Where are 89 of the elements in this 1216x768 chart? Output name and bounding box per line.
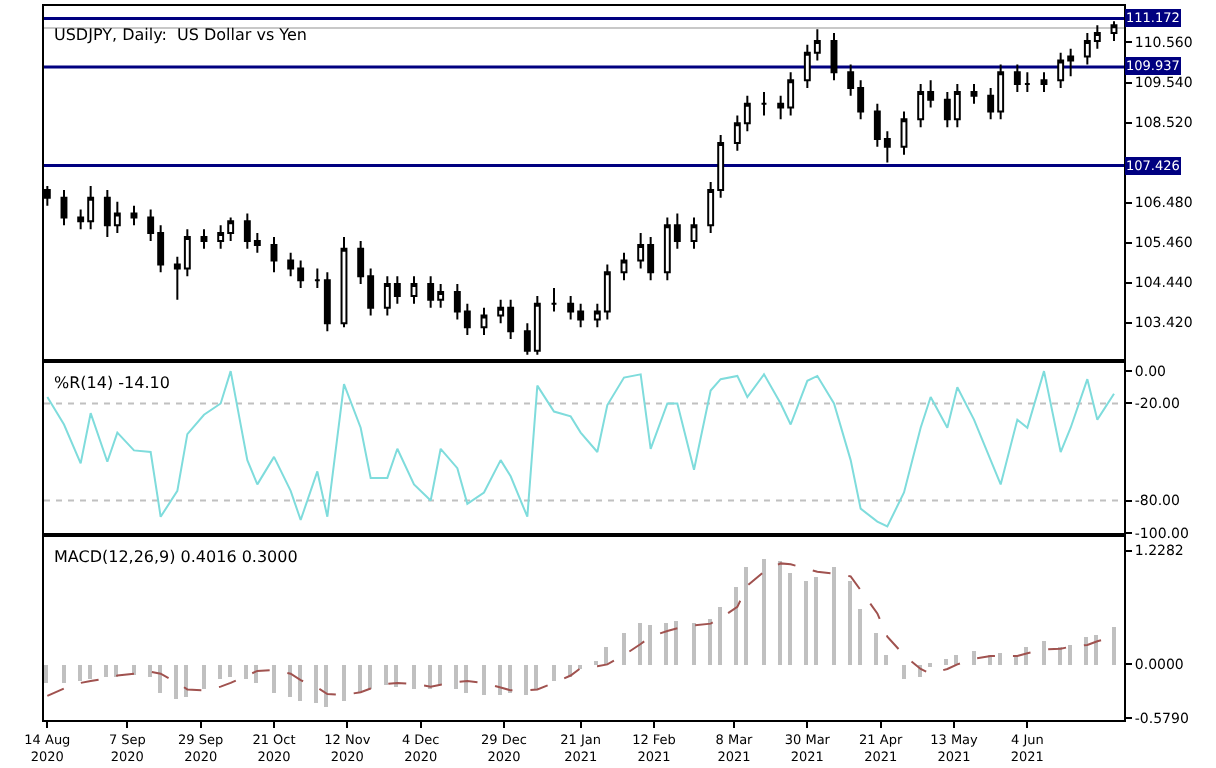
bar — [534, 664, 538, 689]
bar — [228, 664, 232, 677]
bar — [384, 664, 388, 685]
candlestick — [1023, 71, 1031, 93]
bar — [744, 566, 748, 665]
candlestick — [410, 275, 418, 305]
bar — [78, 664, 82, 681]
annotation: MACD(12,26,9) 0.4016 0.3000 — [54, 548, 298, 566]
bar — [1084, 636, 1088, 665]
candlestick — [323, 271, 331, 333]
bar — [622, 632, 626, 665]
bar — [832, 566, 836, 665]
bar — [778, 560, 782, 665]
bar — [184, 664, 188, 697]
bar — [552, 664, 556, 681]
bar — [954, 654, 958, 665]
candlestick — [313, 267, 321, 290]
bar — [814, 576, 818, 665]
candlestick — [130, 204, 138, 227]
bar — [272, 664, 276, 693]
bar — [464, 664, 468, 693]
bar — [998, 652, 1002, 665]
line-series — [46, 370, 1115, 528]
bar — [524, 664, 528, 695]
candlestick — [690, 216, 698, 250]
bar — [692, 622, 696, 665]
bar — [788, 572, 792, 665]
bar — [604, 646, 608, 665]
bar — [62, 664, 66, 683]
bar — [88, 664, 92, 679]
bar — [648, 624, 652, 665]
candlestick — [550, 287, 558, 313]
candlestick — [1013, 63, 1021, 93]
bar — [314, 664, 318, 703]
bar — [498, 664, 502, 695]
bar — [454, 664, 458, 689]
bar — [428, 664, 432, 689]
candlestick — [200, 228, 208, 250]
bar — [218, 664, 222, 679]
bar — [482, 664, 486, 695]
bar — [718, 606, 722, 665]
bar — [288, 664, 292, 697]
annotation: %R(14) -14.10 — [54, 374, 170, 392]
bar — [158, 664, 162, 693]
bar — [324, 664, 328, 707]
bar — [412, 664, 416, 689]
bar — [132, 664, 136, 675]
bar — [1068, 644, 1072, 665]
bar — [884, 654, 888, 665]
bar — [438, 664, 442, 685]
bar — [674, 620, 678, 665]
candlestick — [620, 251, 628, 282]
candlestick — [270, 236, 278, 274]
bar — [202, 664, 206, 689]
candlestick — [900, 110, 908, 156]
bar — [664, 622, 668, 665]
bar — [342, 664, 346, 701]
bar — [358, 664, 362, 693]
bar — [298, 664, 302, 701]
candlestick — [760, 90, 768, 117]
bar — [508, 664, 512, 693]
bar — [858, 608, 862, 665]
bar — [368, 664, 372, 689]
bar — [848, 580, 852, 665]
bar — [804, 580, 808, 665]
bar — [734, 586, 738, 665]
text: USDJPY, Daily: US Dollar vs Yen — [54, 26, 307, 44]
bar — [944, 658, 948, 665]
candlestick — [1040, 71, 1048, 93]
candlestick — [1110, 20, 1118, 42]
bar — [902, 664, 906, 679]
bar — [762, 558, 766, 665]
bar — [1094, 634, 1098, 665]
bar — [44, 664, 48, 683]
bar — [874, 632, 878, 665]
bar — [148, 664, 152, 677]
bar — [1042, 640, 1046, 665]
candlestick — [970, 83, 978, 105]
bar — [708, 618, 712, 665]
bar — [1112, 626, 1116, 665]
bar — [638, 622, 642, 665]
bar — [104, 664, 108, 677]
candlestick — [830, 32, 838, 82]
candlestick — [60, 188, 68, 227]
bar — [244, 664, 248, 679]
bar — [174, 664, 178, 699]
candlestick — [480, 306, 488, 337]
bar — [972, 650, 976, 665]
bar — [394, 664, 398, 687]
